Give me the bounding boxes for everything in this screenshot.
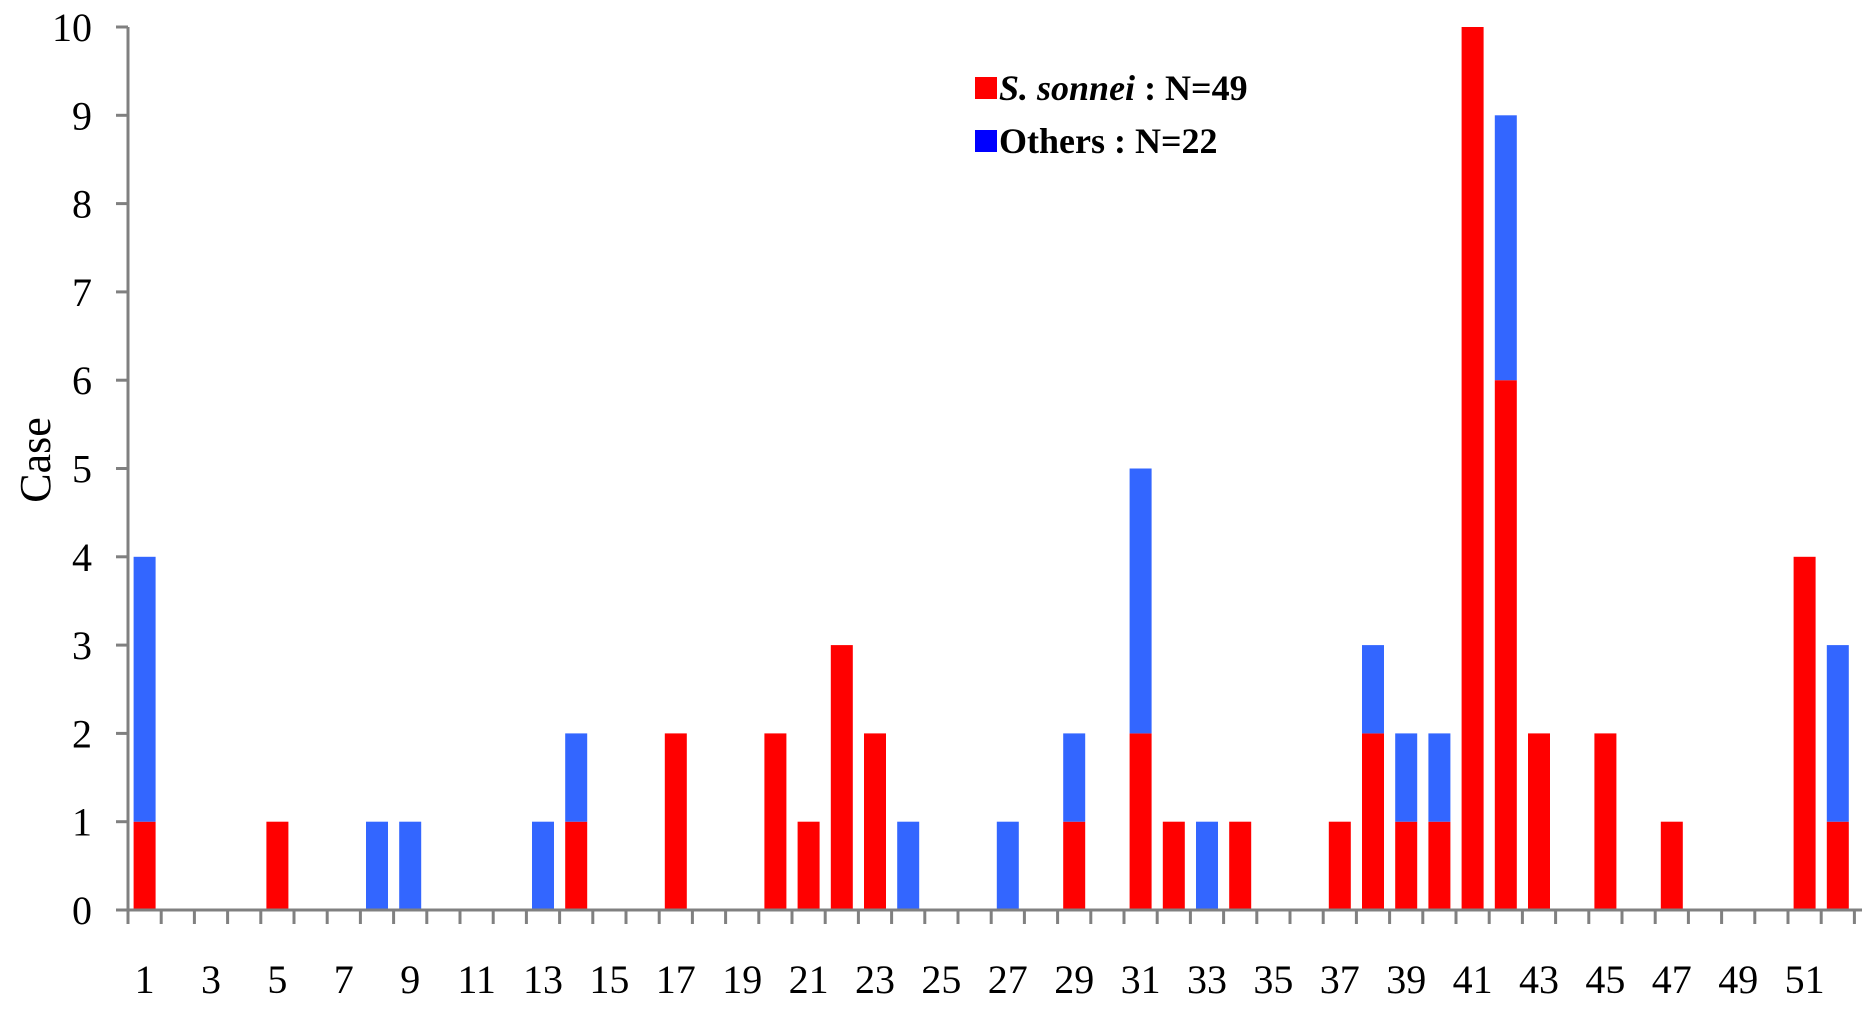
legend-label-others: Others : N=22: [999, 121, 1217, 161]
bar-others-week-40: [1428, 733, 1451, 822]
bar-others-week-33: [1196, 821, 1218, 910]
bar-others-week-42: [1494, 115, 1517, 381]
x-tick-label-39: 39: [1386, 957, 1426, 1002]
y-tick-label-5: 5: [72, 447, 92, 492]
x-tick-label-51: 51: [1785, 957, 1825, 1002]
x-tick-label-25: 25: [921, 957, 961, 1002]
x-tick-label-41: 41: [1453, 957, 1493, 1002]
x-tick-label-23: 23: [855, 957, 895, 1002]
x-tick-label-35: 35: [1253, 957, 1293, 1002]
x-tick-label-17: 17: [656, 957, 696, 1002]
x-tick-label-19: 19: [722, 957, 762, 1002]
x-tick-label-45: 45: [1585, 957, 1625, 1002]
y-tick-label-3: 3: [72, 623, 92, 668]
bar-s-sonnei-week-31: [1129, 733, 1152, 910]
x-tick-label-33: 33: [1187, 957, 1227, 1002]
bar-others-week-24: [897, 821, 920, 910]
bar-others-week-31: [1129, 468, 1152, 734]
legend-swatch-others: [975, 130, 997, 152]
x-tick-label-9: 9: [400, 957, 420, 1002]
y-tick-label-4: 4: [72, 535, 92, 580]
bar-s-sonnei-week-23: [864, 733, 886, 910]
x-tick-label-31: 31: [1121, 957, 1161, 1002]
x-tick-label-37: 37: [1320, 957, 1360, 1002]
bar-s-sonnei-week-20: [764, 733, 787, 910]
bar-s-sonnei-week-21: [797, 821, 820, 910]
bar-s-sonnei-week-22: [830, 645, 853, 910]
y-tick-label-6: 6: [72, 358, 92, 403]
legend-label-s-sonnei-suffix: : N=49: [1135, 68, 1248, 108]
y-tick-label-0: 0: [72, 888, 92, 933]
x-tick-label-29: 29: [1054, 957, 1094, 1002]
y-tick-label-1: 1: [72, 800, 92, 845]
x-tick-label-43: 43: [1519, 957, 1559, 1002]
bar-s-sonnei-week-42: [1494, 380, 1517, 910]
bars-layer: [133, 27, 1849, 910]
bar-s-sonnei-week-43: [1528, 733, 1550, 910]
legend: S. sonnei : N=49 Others : N=22: [975, 68, 1248, 161]
x-tick-label-21: 21: [789, 957, 829, 1002]
y-tick-label-9: 9: [72, 93, 92, 138]
y-tick-label-2: 2: [72, 711, 92, 756]
bar-s-sonnei-week-5: [266, 821, 289, 910]
x-tick-label-47: 47: [1652, 957, 1692, 1002]
bar-others-week-13: [532, 821, 554, 910]
bar-s-sonnei-week-1: [133, 821, 156, 910]
bar-s-sonnei-week-52: [1826, 821, 1849, 910]
x-tick-label-7: 7: [334, 957, 354, 1002]
bar-s-sonnei-week-32: [1162, 821, 1185, 910]
y-tick-label-8: 8: [72, 182, 92, 227]
bar-others-week-8: [366, 821, 388, 910]
y-axis-title: Case: [11, 417, 60, 503]
bar-others-week-39: [1395, 733, 1418, 822]
bar-s-sonnei-week-34: [1229, 821, 1252, 910]
bar-s-sonnei-week-37: [1328, 821, 1351, 910]
x-tick-label-1: 1: [135, 957, 155, 1002]
bar-s-sonnei-week-29: [1063, 821, 1086, 910]
bar-s-sonnei-week-14: [565, 821, 588, 910]
bar-others-week-29: [1063, 733, 1086, 822]
bar-others-week-27: [996, 821, 1019, 910]
bar-s-sonnei-week-40: [1428, 821, 1451, 910]
x-tick-label-27: 27: [988, 957, 1028, 1002]
bar-others-week-9: [399, 821, 422, 910]
y-tick-label-7: 7: [72, 270, 92, 315]
bar-s-sonnei-week-38: [1362, 733, 1384, 910]
bar-s-sonnei-week-47: [1660, 821, 1683, 910]
bar-s-sonnei-week-39: [1395, 821, 1418, 910]
x-tick-label-49: 49: [1718, 957, 1758, 1002]
y-tick-label-10: 10: [52, 5, 92, 50]
x-tick-label-11: 11: [457, 957, 496, 1002]
bar-others-week-14: [565, 733, 588, 822]
bar-others-week-1: [133, 556, 156, 822]
legend-swatch-s-sonnei: [975, 77, 997, 99]
bar-s-sonnei-week-41: [1461, 27, 1484, 910]
bar-s-sonnei-week-45: [1594, 733, 1617, 910]
bar-others-week-38: [1362, 645, 1384, 734]
bar-others-week-52: [1826, 645, 1849, 822]
x-tick-label-5: 5: [267, 957, 287, 1002]
bar-s-sonnei-week-17: [664, 733, 687, 910]
legend-label-s-sonnei-italic: S. sonnei: [999, 68, 1135, 108]
x-tick-label-15: 15: [589, 957, 629, 1002]
bar-s-sonnei-week-51: [1793, 556, 1816, 910]
legend-label-s-sonnei: S. sonnei : N=49: [999, 68, 1248, 108]
x-tick-label-3: 3: [201, 957, 221, 1002]
x-tick-label-13: 13: [523, 957, 563, 1002]
